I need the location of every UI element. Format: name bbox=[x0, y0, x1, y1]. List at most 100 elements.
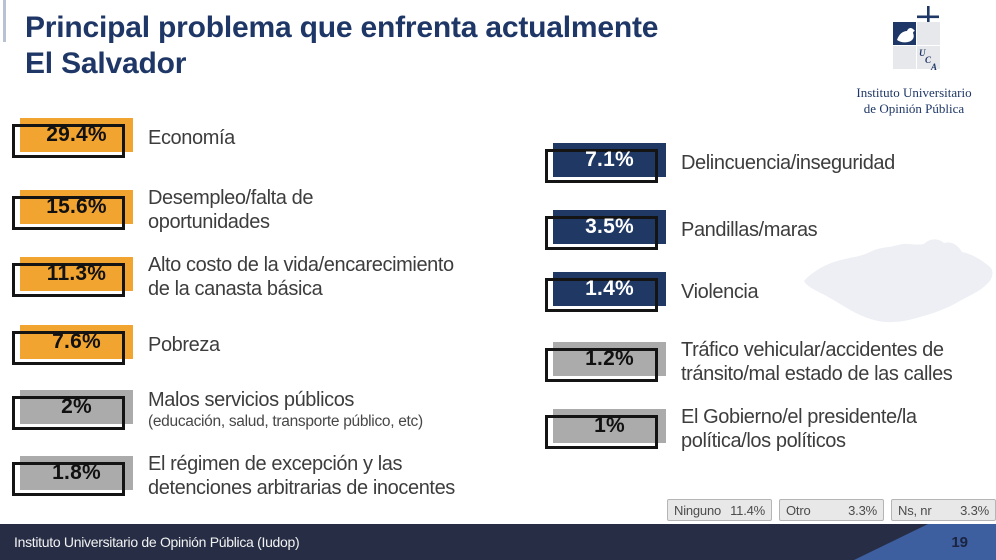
footnote-value: 3.3% bbox=[848, 502, 877, 518]
problem-label-line: Tráfico vehicular/accidentes de bbox=[681, 339, 944, 361]
percentage-badge: 1.8% bbox=[12, 456, 133, 496]
problem-row: 11.3% Alto costo de la vida/encarecimien… bbox=[12, 253, 454, 301]
page-number: 19 bbox=[951, 533, 968, 551]
problem-row: 15.6% Desempleo/falta de oportunidades bbox=[12, 186, 314, 234]
badge-fill bbox=[20, 190, 133, 224]
problem-label: Tráfico vehicular/accidentes de tránsito/… bbox=[681, 338, 953, 386]
problem-label: Desempleo/falta de oportunidades bbox=[148, 186, 314, 234]
institution-name-line2: de Opinión Pública bbox=[863, 101, 965, 116]
percentage-value: 1.4% bbox=[585, 277, 634, 300]
badge-fill bbox=[553, 272, 666, 306]
problem-label-line: Pandillas/maras bbox=[681, 219, 818, 241]
problem-label-line: de la canasta básica bbox=[148, 278, 323, 300]
badge-fill bbox=[553, 342, 666, 376]
problem-label: Malos servicios públicos (educación, salu… bbox=[148, 388, 423, 431]
badge-fill bbox=[553, 143, 666, 177]
percentage-badge: 1.4% bbox=[545, 272, 666, 312]
problem-label: Pandillas/maras bbox=[681, 218, 818, 242]
problem-row: 3.5% Pandillas/maras bbox=[545, 210, 818, 250]
title-accent-line bbox=[3, 0, 6, 42]
footnotes-row: Ninguno 11.4% Otro 3.3% Ns, nr 3.3% bbox=[667, 499, 996, 521]
badge-outline bbox=[12, 462, 125, 496]
svg-text:U: U bbox=[919, 48, 926, 58]
percentage-badge: 11.3% bbox=[12, 257, 133, 297]
problem-label-line: Alto costo de la vida/encarecimiento bbox=[148, 254, 454, 276]
percentage-value: 11.3% bbox=[46, 262, 107, 285]
percentage-badge: 1.2% bbox=[545, 342, 666, 382]
problem-row: 2% Malos servicios públicos (educación, s… bbox=[12, 388, 423, 431]
problem-label-line: Economía bbox=[148, 127, 235, 149]
percentage-value: 1.2% bbox=[585, 347, 634, 370]
badge-outline bbox=[12, 263, 125, 297]
badge-outline bbox=[545, 278, 658, 312]
footnote-value: 3.3% bbox=[960, 502, 989, 518]
problem-label: Delincuencia/inseguridad bbox=[681, 151, 895, 175]
problem-label: El Gobierno/el presidente/la política/los… bbox=[681, 405, 917, 453]
problem-label-line: Malos servicios públicos bbox=[148, 389, 355, 411]
badge-outline bbox=[12, 331, 125, 365]
page-title-line1: Principal problema que enfrenta actualme… bbox=[25, 11, 659, 44]
problem-row: 29.4% Economía bbox=[12, 118, 235, 158]
percentage-badge: 7.6% bbox=[12, 325, 133, 365]
footnote-box: Ninguno 11.4% bbox=[667, 499, 772, 521]
institution-name-line1: Instituto Universitario bbox=[856, 85, 972, 100]
footnote-label: Ns, nr bbox=[898, 502, 932, 518]
problem-label-line: Violencia bbox=[681, 281, 759, 303]
percentage-badge: 15.6% bbox=[12, 190, 133, 230]
problem-row: 1.4% Violencia bbox=[545, 272, 759, 312]
percentage-badge: 2% bbox=[12, 389, 133, 430]
footer-institution-text: Instituto Universitario de Opinión Públi… bbox=[14, 534, 300, 550]
footnote-label: Otro bbox=[786, 502, 811, 518]
badge-fill bbox=[20, 389, 133, 424]
problem-label: Economía bbox=[148, 126, 235, 150]
problem-label: Pobreza bbox=[148, 333, 220, 357]
problem-label: El régimen de excepción y las detenciones… bbox=[148, 452, 455, 500]
problem-label-line: política/los políticos bbox=[681, 430, 846, 452]
badge-outline bbox=[12, 395, 125, 430]
footnote-box: Otro 3.3% bbox=[779, 499, 884, 521]
badge-fill bbox=[20, 456, 133, 490]
problem-label-line: El Gobierno/el presidente/la bbox=[681, 406, 917, 428]
percentage-badge: 1% bbox=[545, 409, 666, 449]
problem-label-line: Delincuencia/inseguridad bbox=[681, 152, 895, 174]
percentage-value: 2% bbox=[61, 394, 92, 418]
badge-fill bbox=[20, 325, 133, 359]
badge-fill bbox=[20, 118, 133, 152]
footnote-label: Ninguno bbox=[674, 502, 722, 518]
problem-row: 1% El Gobierno/el presidente/la política/… bbox=[545, 405, 917, 453]
percentage-value: 15.6% bbox=[46, 195, 107, 218]
problem-label-line: tránsito/mal estado de las calles bbox=[681, 363, 953, 385]
problem-label-line: detenciones arbitrarias de inocentes bbox=[148, 477, 455, 499]
svg-text:C: C bbox=[925, 55, 932, 65]
el-salvador-map-watermark bbox=[800, 236, 996, 336]
percentage-value: 1% bbox=[594, 414, 625, 437]
problem-label-line: El régimen de excepción y las bbox=[148, 453, 403, 475]
footnote-box: Ns, nr 3.3% bbox=[891, 499, 996, 521]
problem-label: Alto costo de la vida/encarecimiento de l… bbox=[148, 253, 454, 301]
percentage-badge: 29.4% bbox=[12, 118, 133, 158]
percentage-value: 29.4% bbox=[46, 123, 107, 146]
badge-outline bbox=[545, 415, 658, 449]
problem-label-subtext: (educación, salud, transporte público, e… bbox=[148, 413, 423, 430]
uca-logo-icon: U C A bbox=[871, 6, 957, 82]
problem-label: Violencia bbox=[681, 280, 759, 304]
badge-outline bbox=[545, 149, 658, 183]
percentage-badge: 7.1% bbox=[545, 143, 666, 183]
badge-outline bbox=[545, 348, 658, 382]
page-title-line2: El Salvador bbox=[25, 47, 187, 80]
footer-bar: Instituto Universitario de Opinión Públi… bbox=[0, 524, 996, 560]
badge-fill bbox=[553, 210, 666, 244]
badge-outline bbox=[545, 216, 658, 250]
problem-row: 1.2% Tráfico vehicular/accidentes de trán… bbox=[545, 338, 953, 386]
problem-label-line: Pobreza bbox=[148, 334, 220, 356]
institution-logo-block: U C A Instituto Universitario de Opinión… bbox=[836, 6, 992, 117]
percentage-value: 3.5% bbox=[585, 215, 634, 238]
page-title: Principal problema que enfrenta actualme… bbox=[25, 10, 825, 82]
badge-fill bbox=[553, 409, 666, 443]
institution-name: Instituto Universitario de Opinión Públi… bbox=[836, 85, 992, 117]
problem-row: 7.6% Pobreza bbox=[12, 325, 220, 365]
problem-label-line: oportunidades bbox=[148, 211, 270, 233]
badge-outline bbox=[12, 124, 125, 158]
percentage-value: 7.6% bbox=[52, 330, 101, 353]
